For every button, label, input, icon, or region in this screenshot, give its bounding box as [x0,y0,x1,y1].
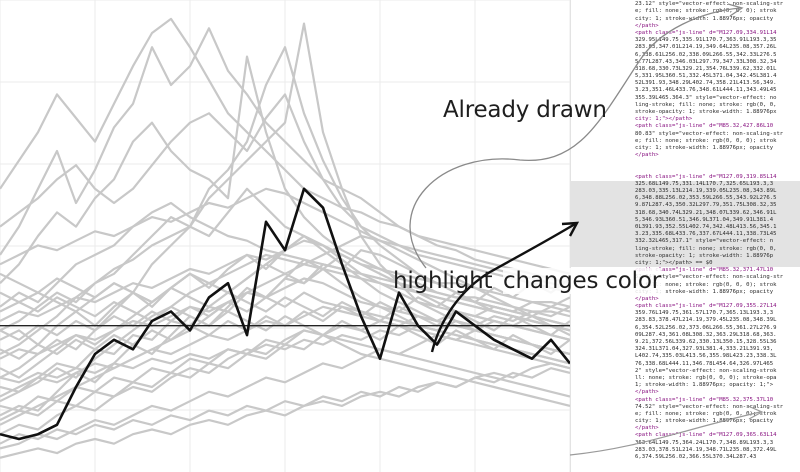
source-line[interactable]: 9.21,372.56L339.62,330.13L350.15,328.55L… [635,339,777,345]
source-line[interactable]: 76,338.68L444.11,346.78L454.64,326.97L46… [635,360,774,367]
source-line[interactable]: 2" style="vector-effect: non-scaling-str… [635,367,777,374]
element-inspector-panel[interactable]: ··· <path class="js-line" d="M85.32,336.… [570,0,800,472]
source-line[interactable]: e; fill: none; stroke: rgb(0, 0, 0); str… [635,8,777,15]
source-line[interactable] [571,159,800,166]
source-line[interactable]: <path class="js-line" d="M85.32,427.86L1… [635,123,774,130]
source-line[interactable]: <path class="js-line" d="M85.32,375.37L1… [635,396,774,403]
source-line[interactable]: 5,346.93L360.51,346.9L371.04,349.91L381.… [571,216,800,224]
source-line[interactable]: 5,331.95L360.51,332.45L371.04,342.45L381… [635,73,777,80]
source-line[interactable]: 329.95L149.75,335.91L170.7,363.91L193.3,… [635,37,777,44]
source-line[interactable]: 6,374.59L256.02,366.55L370.34L287.43 [635,454,757,460]
source-line[interactable]: 74.52" style="vector-effect: non-scaling… [635,403,784,410]
line-chart [0,0,570,472]
source-line[interactable]: 363.64L149.75,364.24L170.7,348.89L193.3,… [635,439,774,446]
source-line[interactable]: 283.83,347.01L214.19,349.64L235.08,357.2… [635,44,777,51]
source-line[interactable]: 324.31L371.04,327.93L381.4,333.21L391.93… [635,346,774,353]
source-line[interactable] [571,167,800,174]
source-line[interactable]: <path class="js-line" d="M127.09,334.91L… [635,29,777,36]
annotation-changes-color: changes color [503,268,661,294]
source-line[interactable]: L402.74,335.03L413.56,355.98L423.23,338.… [635,353,777,360]
source-line[interactable]: 5.77L287.43,346.03L297.79,347.33L308.32,… [635,58,777,65]
source-line[interactable]: 332.32L465,317.1" style="vector-effect: … [571,238,800,246]
source-line[interactable]: </path> [635,295,659,302]
annotation-already-drawn: Already drawn [443,97,607,123]
source-line[interactable]: city: 1; stroke-width: 1.88976px; opacit… [635,418,774,425]
source-line[interactable]: city: 1; stroke-width: 1.88976px; opacit… [635,144,774,151]
source-line[interactable]: 9.87L287.43,350.32L297.79,351.75L308.32,… [571,202,800,210]
source-line[interactable]: 6,348.88L256.02,353.59L266.55,343.92L276… [571,195,800,203]
source-line[interactable]: stroke-opacity: 1; stroke-width: 1.88976… [571,252,800,260]
series-line-26[interactable] [0,334,570,422]
source-line[interactable]: <path class="js-line" d="M127.09,365.63L… [635,432,777,439]
source-line[interactable]: 3.23,335.68L433.76,337.67L444.11,338.73L… [571,231,800,239]
source-line[interactable]: 3.23,351.46L433.76,348.61L444.11,343.49L… [635,87,777,94]
source-line[interactable]: 0L391.93,352.55L402.74,342.48L413.56,345… [571,224,800,232]
source-line[interactable]: 318.68,330.73L329.21,354.76L339.62,332.0… [635,65,777,72]
source-line[interactable]: ling-stroke; fill: none; stroke: rgb(0, … [571,245,800,253]
source-line[interactable]: </path> [635,22,659,29]
source-line[interactable]: city: 1; stroke-width: 1.88976px; opacit… [635,15,774,22]
source-line[interactable]: 325.68L149.75,331.14L170.7,325.65L193.3,… [571,180,800,189]
source-line[interactable]: 6,338.61L256.02,338.09L266.55,342.33L276… [635,51,777,58]
source-line[interactable]: <path class="js-line" d="M127.09,355.27L… [635,303,777,310]
source-line[interactable]: 6,354.52L256.02,373.06L266.55,361.27L276… [635,324,777,331]
source-line[interactable]: 283.03,378.51L214.19,348.71L235.08,372.4… [635,446,777,453]
source-line[interactable]: 52L391.93,348.29L402.74,358.21L413.56,34… [635,80,777,87]
source-line[interactable]: 1; stroke-width: 1.88976px; opacity: 1;"… [635,382,774,389]
source-line[interactable]: ll: none; stroke: rgb(0, 0, 0); stroke-o… [635,374,777,381]
source-line[interactable]: 359.76L149.75,361.57L170.7,365.13L193.3,… [635,310,774,317]
source-line[interactable]: 23.12" style="vector-effect: non-scaling… [635,1,784,8]
source-line[interactable]: </path> [635,425,659,432]
source-line[interactable]: city: 1;"></path> == $0 [571,259,800,268]
annotation-highlight: highlight [393,268,493,294]
html-source-listing: <path class="js-line" d="M85.32,336.26L1… [571,0,800,461]
source-line[interactable]: e; fill: none; stroke: rgb(0, 0, 0); str… [635,137,777,144]
source-line[interactable]: </path> [635,389,659,396]
source-line[interactable]: 283.03,335.13L214.19,339.05L235.08,343.8… [571,188,800,196]
source-line[interactable]: </path> [635,152,659,159]
source-line[interactable]: e; fill: none; stroke: rgb(0, 0, 0); str… [635,410,777,417]
source-line[interactable]: 283.83,378.47L214.19,379.45L235.08,348.3… [635,317,777,324]
series-line-16[interactable] [0,329,570,436]
source-line[interactable]: <path class="js-line" d="M127.09,319.85L… [635,173,777,180]
source-line[interactable]: 318.68,340.74L329.21,348.07L339.62,346.9… [571,209,800,217]
series-line-30[interactable] [0,362,570,459]
source-line[interactable]: 80.83" style="vector-effect: non-scaling… [635,130,784,137]
source-line[interactable]: 09L287.43,361.08L308.32,363.29L318.68,36… [635,331,777,338]
